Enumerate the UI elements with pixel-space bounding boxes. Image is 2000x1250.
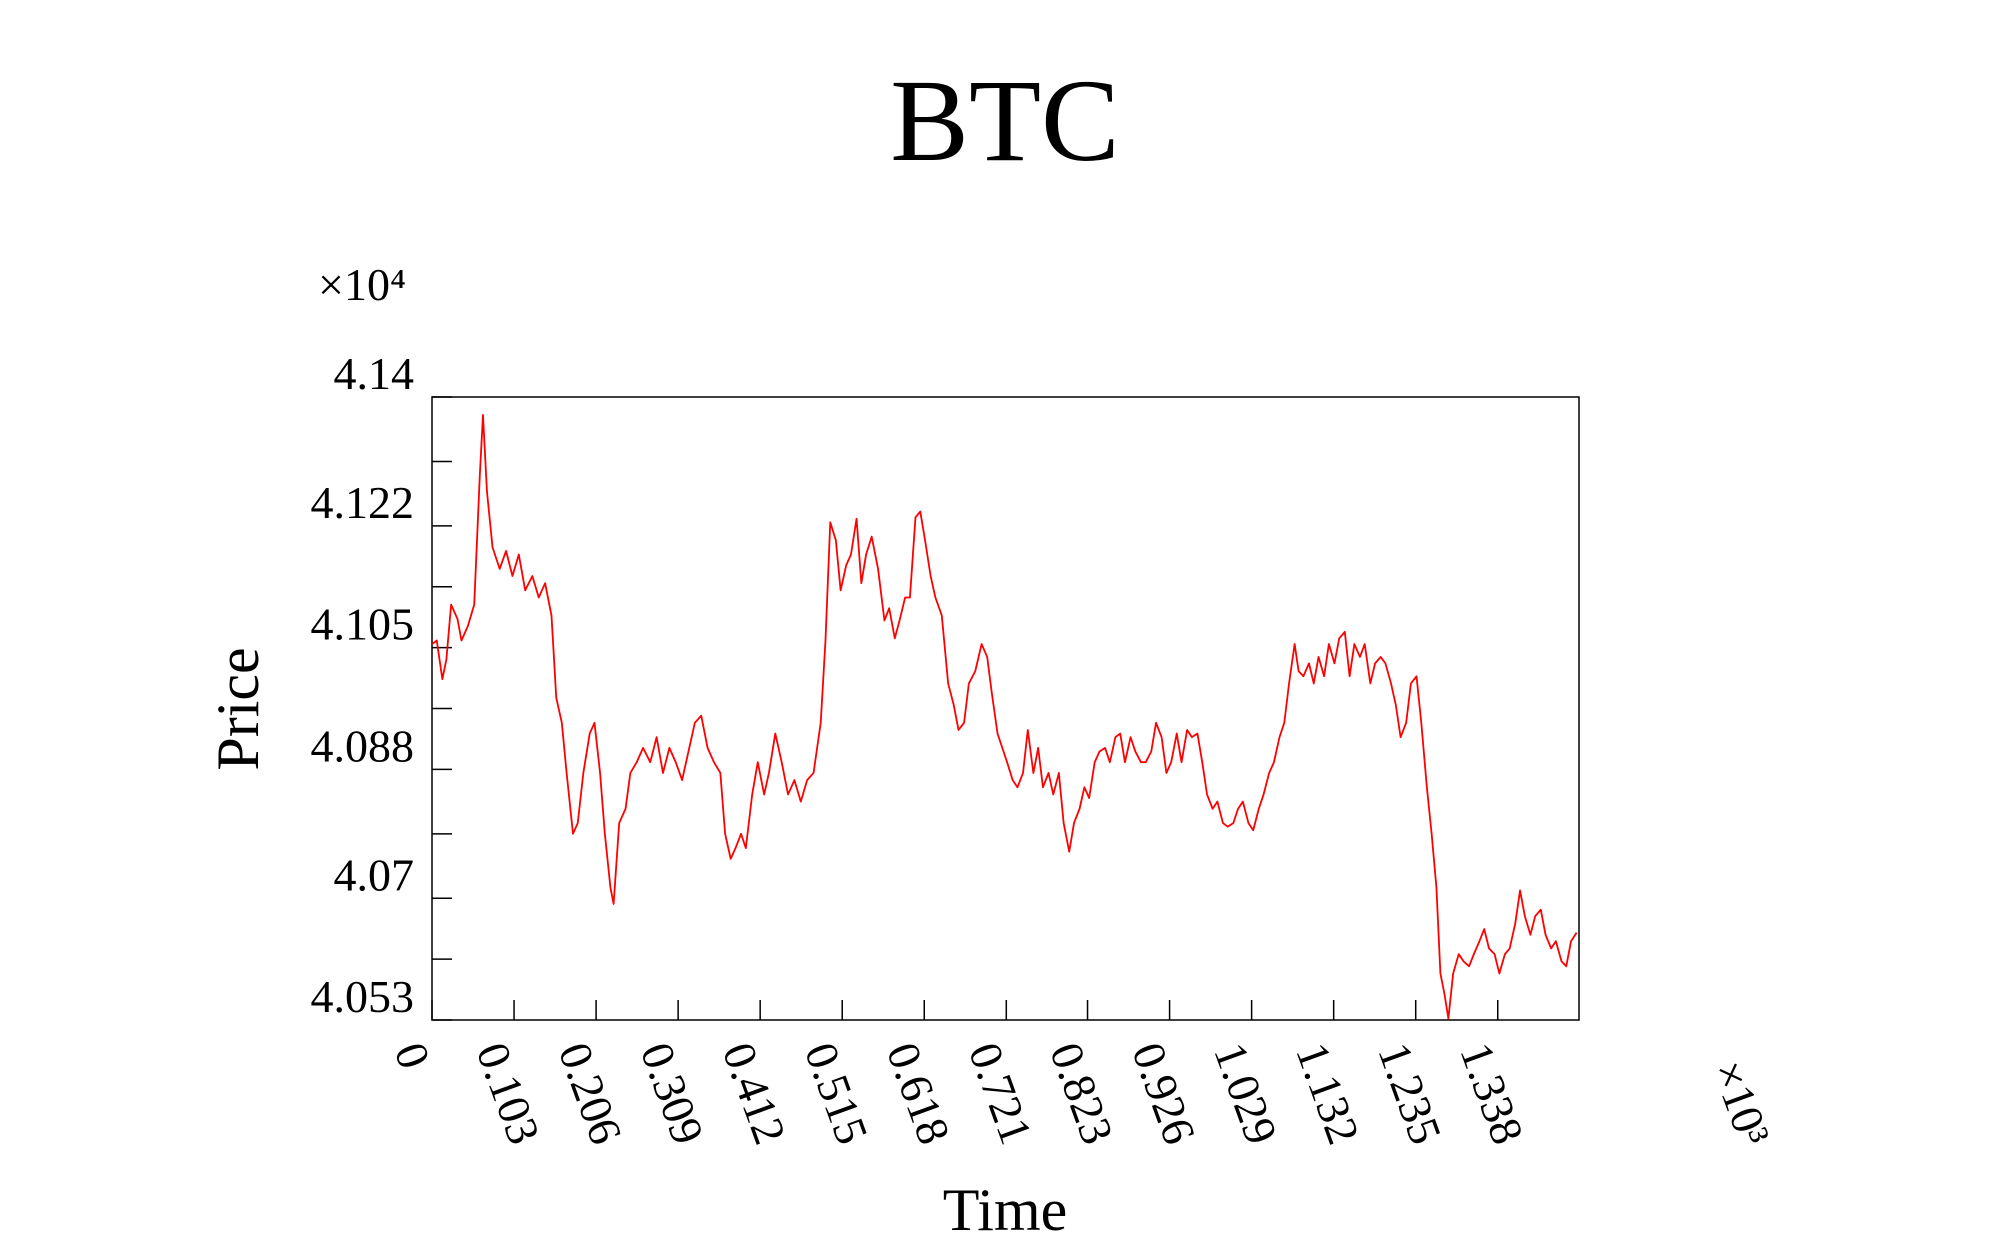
plot-frame bbox=[431, 396, 1580, 1021]
x-tick-label: 1.029 bbox=[1204, 1036, 1287, 1151]
y-tick-label: 4.122 bbox=[311, 477, 415, 528]
y-tick-label: 4.088 bbox=[311, 720, 415, 771]
x-tick-label: 0.721 bbox=[959, 1036, 1042, 1151]
x-tick-label: 0.309 bbox=[631, 1036, 714, 1151]
x-tick-label: 0.412 bbox=[713, 1036, 796, 1151]
x-tick-label: 0.206 bbox=[549, 1036, 632, 1151]
price-line bbox=[431, 414, 1578, 1020]
x-tick-label: 1.235 bbox=[1368, 1036, 1451, 1151]
x-tick-label: 0 bbox=[385, 1036, 441, 1075]
x-tick-label: 0.618 bbox=[877, 1036, 960, 1151]
x-tick-label: 1.132 bbox=[1286, 1036, 1369, 1151]
y-axis-label: Price bbox=[205, 647, 271, 770]
y-multiplier: ×10⁴ bbox=[318, 259, 406, 310]
y-tick-label: 4.07 bbox=[334, 849, 415, 900]
y-tick-label: 4.14 bbox=[334, 348, 415, 399]
x-multiplier: ×10³ bbox=[1703, 1054, 1780, 1152]
y-tick-label: 4.053 bbox=[311, 971, 415, 1022]
x-axis-label: Time bbox=[943, 1177, 1068, 1243]
x-tick-label: 1.338 bbox=[1450, 1036, 1533, 1151]
x-tick-label: 0.515 bbox=[795, 1036, 878, 1151]
x-tick-label: 0.823 bbox=[1040, 1036, 1123, 1151]
x-tick-label: 0.103 bbox=[467, 1036, 550, 1151]
x-tick-label: 0.926 bbox=[1122, 1036, 1205, 1151]
y-tick-label: 4.105 bbox=[311, 599, 415, 650]
chart-title: BTC bbox=[890, 55, 1120, 186]
